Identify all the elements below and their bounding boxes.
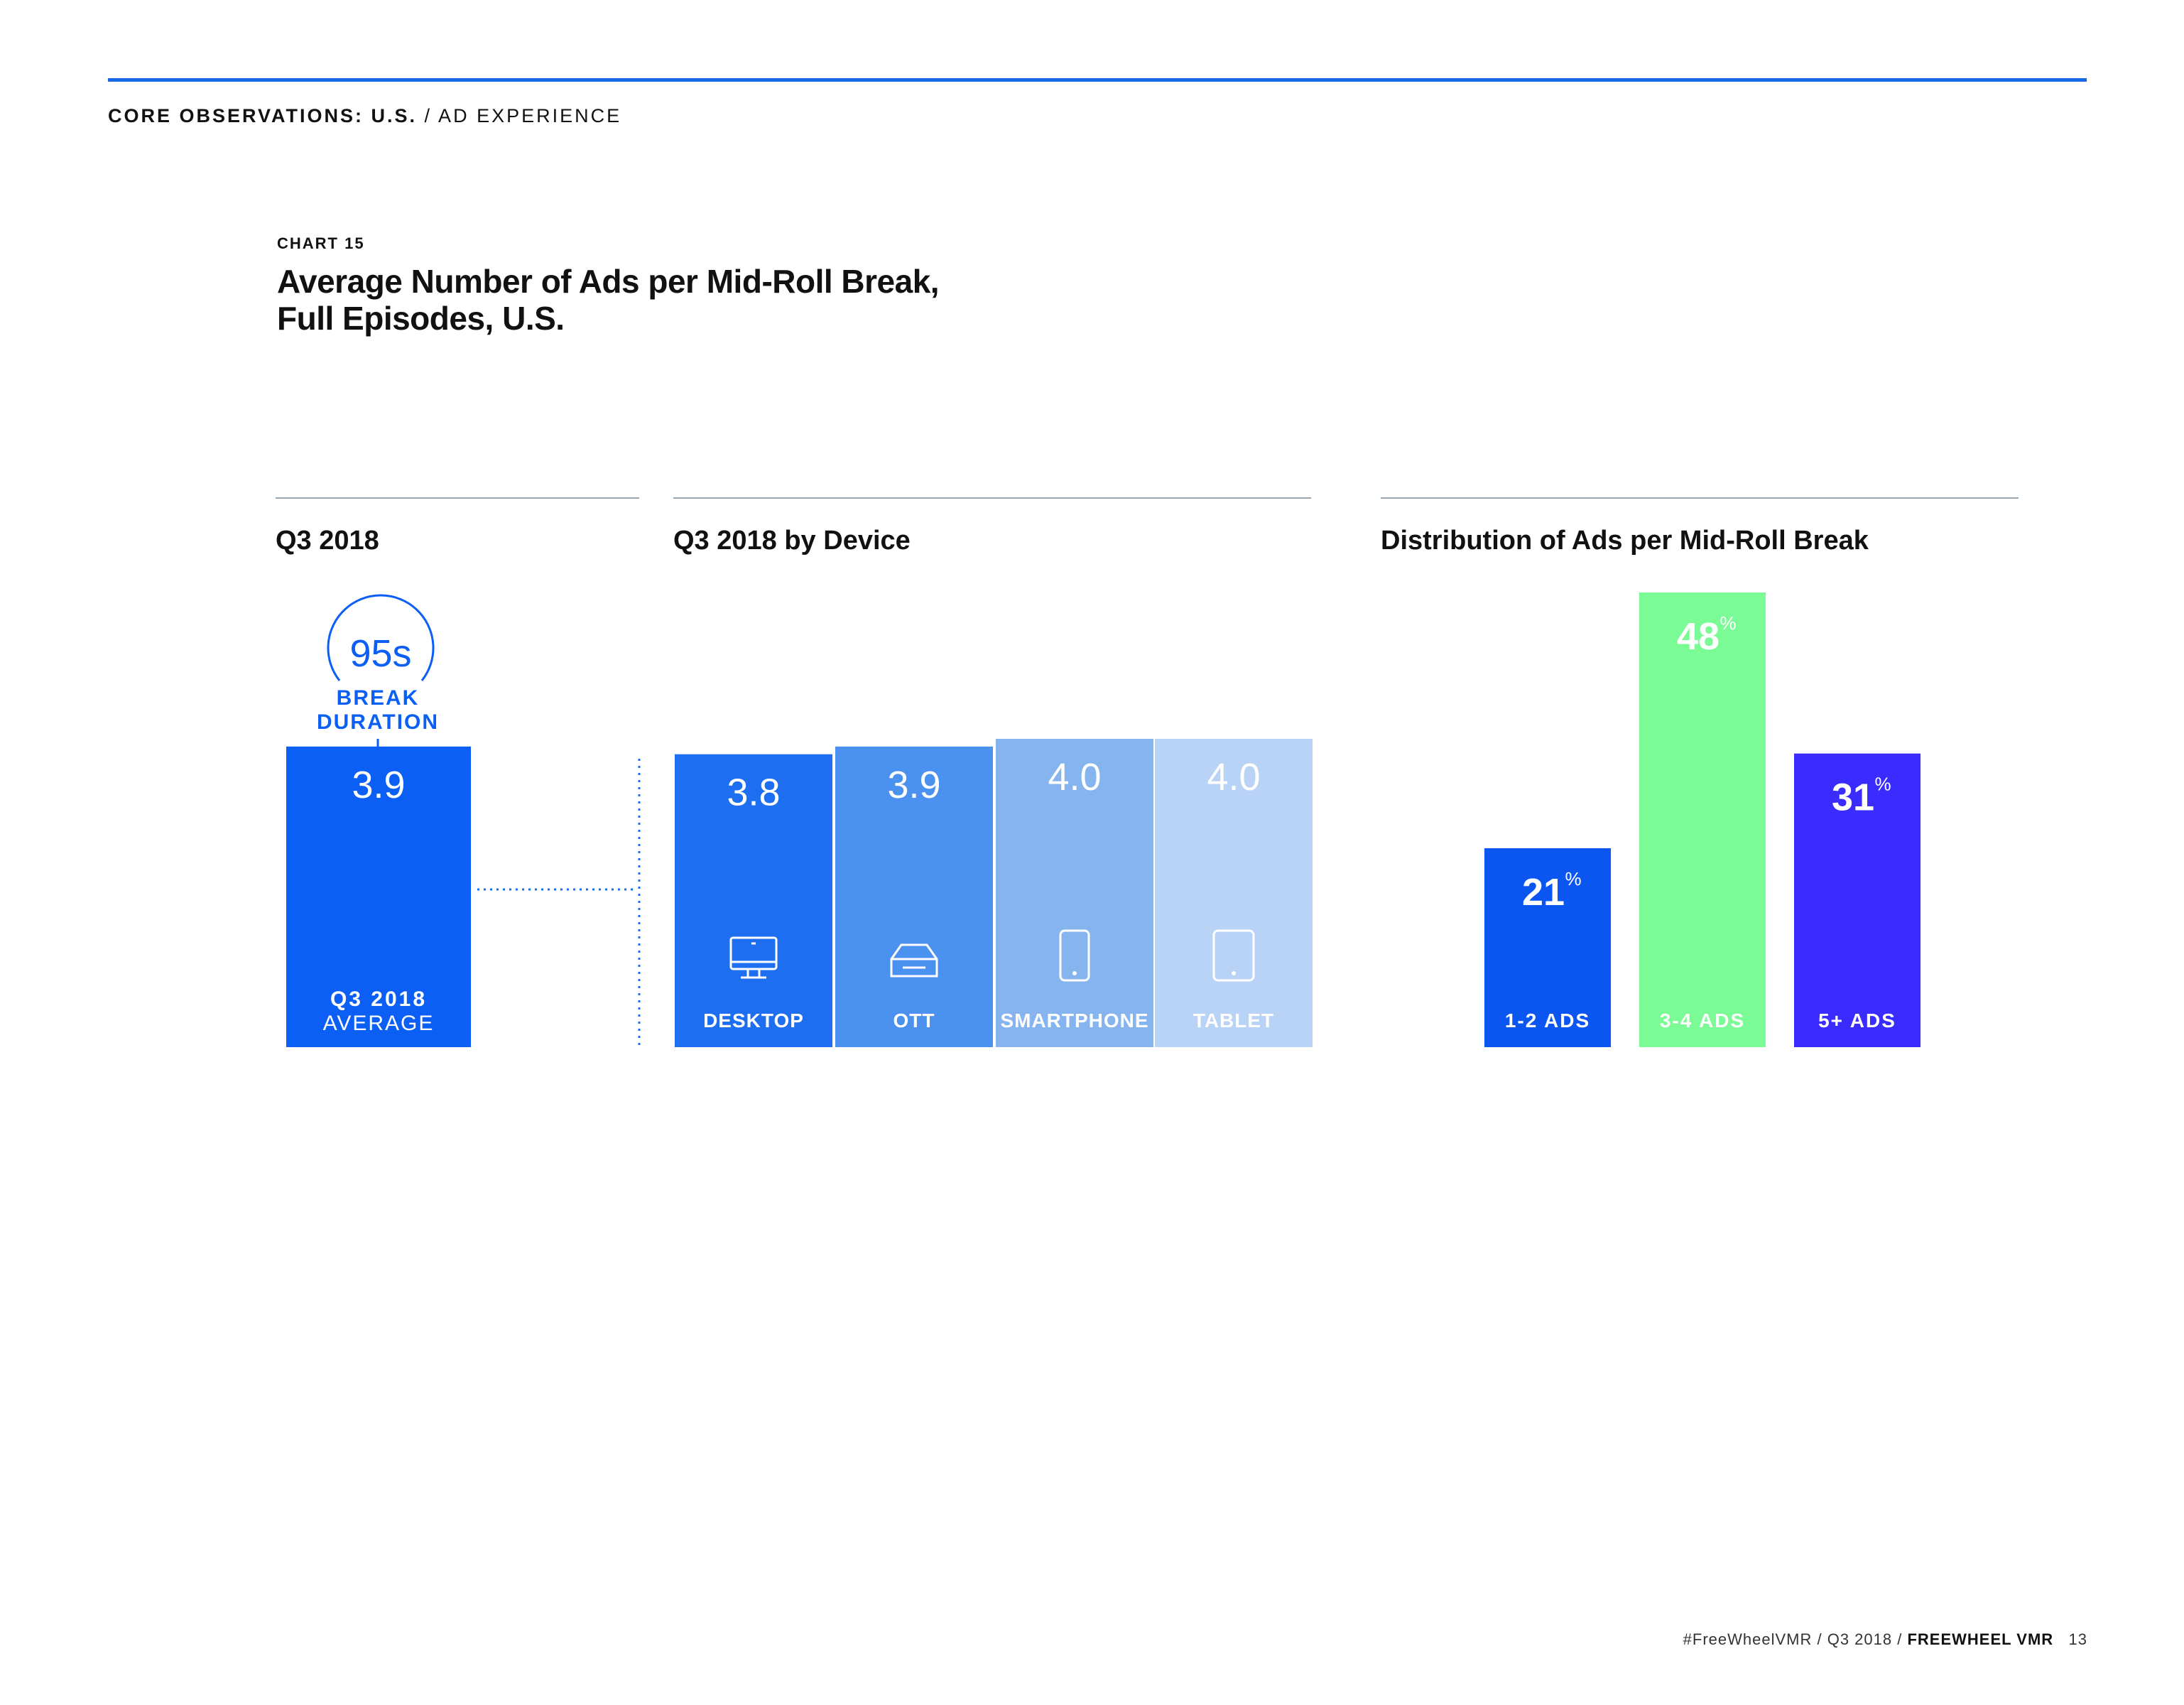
phone-body [1059,929,1090,982]
bar-category-label: AVERAGE [323,1012,435,1035]
bar-category-label: DESKTOP [703,1010,804,1032]
bar-category-label: OTT [893,1010,935,1032]
footer-hashtag: #FreeWheelVMR [1683,1630,1813,1648]
break-duration-badge: 95s BREAK DURATION [317,594,439,766]
bar-desktop [675,754,832,1047]
section-title-device: Q3 2018 by Device [673,526,911,556]
bar-value-label: 3.9 [887,764,940,806]
breadcrumb: CORE OBSERVATIONS: U.S. / AD EXPERIENCE [108,105,621,127]
footer-period: Q3 2018 [1827,1630,1893,1648]
chart-title-line-2: Full Episodes, U.S. [277,300,565,337]
tablet-icon [1212,929,1255,982]
bar-value-label: 4.0 [1048,756,1101,799]
chart-number: CHART 15 [277,234,365,252]
bar-category-label: TABLET [1193,1010,1274,1032]
section-rule-device [673,497,1311,499]
bar-value-label: 31 [1832,776,1874,819]
breadcrumb-section: CORE OBSERVATIONS: U.S. [108,105,418,126]
footer: #FreeWheelVMR / Q3 2018 / FREEWHEEL VMR … [1683,1630,2087,1648]
phone-button [1072,971,1077,975]
footer-page-number: 13 [2068,1630,2087,1648]
bar-category-label: SMARTPHONE [1000,1010,1148,1032]
chart-title-line-1: Average Number of Ads per Mid-Roll Break… [277,263,940,300]
bar-value-label: 3.9 [352,764,405,806]
section-title-distribution: Distribution of Ads per Mid-Roll Break [1381,526,1869,556]
bar-smartphone [996,739,1153,1047]
bar-value-unit: % [1720,612,1736,634]
top-rule [108,78,2087,82]
badge-value: 95s [349,632,411,675]
bar-3-4-ads [1639,592,1766,1047]
bar-value-unit: % [1565,868,1581,889]
chart-title: Average Number of Ads per Mid-Roll Break… [277,263,940,337]
bar-value-label: 3.8 [727,772,780,814]
bar-category-label: 1-2 ADS [1505,1010,1590,1032]
bar-tablet [1155,739,1313,1047]
bar-average [286,746,471,1047]
bar-value-label: 48 [1677,615,1720,658]
ott-box-icon [890,943,938,978]
bar-value-unit: % [1874,774,1891,795]
breadcrumb-page: / AD EXPERIENCE [417,105,622,126]
bar-category-label: 3-4 ADS [1660,1010,1745,1032]
section-title-average: Q3 2018 [276,526,379,556]
tablet-button [1232,971,1236,975]
bar-value-label: 21 [1522,871,1565,914]
tablet-body [1212,929,1255,982]
bar-1-2-ads [1484,848,1611,1047]
section-rule-average [276,497,639,499]
smartphone-icon [1059,929,1090,982]
monitor-screen [729,936,778,970]
desktop-icon [729,936,778,979]
bar-5-ads [1794,753,1920,1047]
bar-value-label: 4.0 [1207,756,1260,799]
bar-category-label: 5+ ADS [1818,1010,1896,1032]
bar-category-label: Q3 2018 [330,987,427,1011]
badge-arc [327,594,435,681]
footer-brand: FREEWHEEL VMR [1907,1630,2054,1648]
section-rule-distribution [1381,497,2019,499]
bar-ott [835,746,993,1047]
badge-label-line-1: BREAK [337,686,420,710]
badge-label-line-2: DURATION [317,710,439,734]
